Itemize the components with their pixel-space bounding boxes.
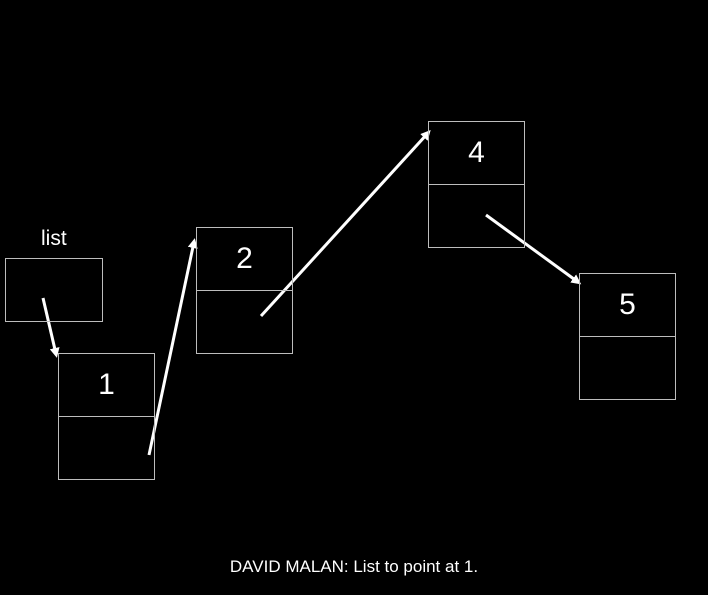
node-5: 5	[579, 273, 676, 400]
arrow-node-1-to-node-2	[147, 238, 198, 456]
arrow-list-to-node-1	[41, 297, 60, 358]
node-next-pointer	[580, 337, 675, 400]
node-value: 1	[59, 354, 154, 417]
node-next-pointer	[197, 291, 292, 354]
arrow-node-2-to-node-4	[259, 130, 431, 318]
list-pointer-box	[5, 258, 103, 322]
subtitle-caption: DAVID MALAN: List to point at 1.	[229, 557, 479, 576]
node-value: 4	[429, 122, 524, 185]
list-pointer-label: list	[41, 227, 67, 250]
node-4: 4	[428, 121, 525, 248]
node-value: 5	[580, 274, 675, 337]
arrow-node-4-to-node-5	[485, 213, 582, 285]
node-1: 1	[58, 353, 155, 480]
node-next-pointer	[429, 185, 524, 248]
node-next-pointer	[59, 417, 154, 480]
node-value: 2	[197, 228, 292, 291]
node-2: 2	[196, 227, 293, 354]
